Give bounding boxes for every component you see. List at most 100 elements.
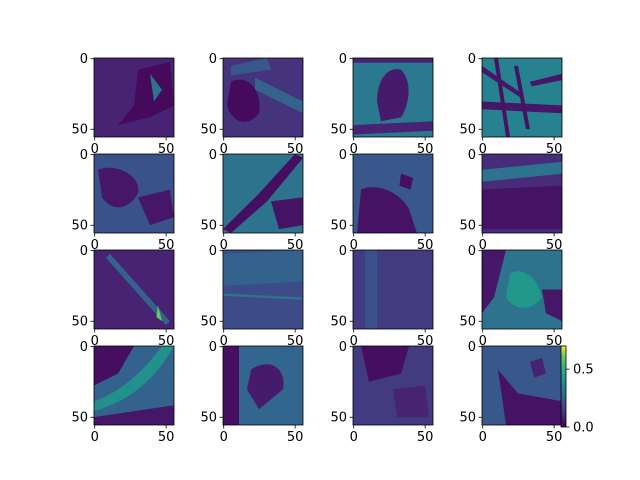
colorbar-tick-label: 0.5 — [573, 363, 594, 378]
panel-feature — [353, 121, 433, 135]
panel-feature — [231, 58, 271, 76]
panel-feature — [357, 187, 417, 233]
panel-frame — [481, 249, 563, 330]
panel-feature — [361, 346, 409, 382]
y-tick-label: 50 — [459, 219, 476, 234]
x-tick-label: 50 — [417, 430, 434, 445]
y-tick-label: 0 — [468, 148, 476, 163]
y-tick-label: 0 — [80, 52, 88, 67]
panel-feature — [94, 346, 174, 411]
x-tick-label: 50 — [546, 238, 563, 253]
y-tick-label: 0 — [468, 244, 476, 259]
panel-frame — [93, 249, 175, 330]
y-tick-label: 0 — [468, 52, 476, 67]
panel-feature — [514, 65, 530, 130]
x-tick-label: 50 — [287, 430, 304, 445]
panel-frame — [352, 153, 434, 234]
x-tick-label: 50 — [287, 238, 304, 253]
y-tick-label: 50 — [330, 123, 347, 138]
panel-feature — [118, 62, 174, 126]
y-tick-label: 0 — [209, 244, 217, 259]
panel-frame — [222, 345, 304, 426]
panel-feature — [393, 385, 429, 418]
x-tick-label: 0 — [91, 334, 99, 349]
y-tick-label: 0 — [339, 340, 347, 355]
panel-feature — [223, 346, 239, 425]
panel-feature — [482, 185, 562, 230]
panel-feature — [399, 173, 413, 190]
panel-feature — [106, 253, 170, 326]
panel-frame — [222, 153, 304, 234]
x-tick-label: 0 — [91, 238, 99, 253]
panel-feature — [94, 346, 134, 386]
y-tick-label: 0 — [80, 340, 88, 355]
panel-frame — [93, 153, 175, 234]
y-tick-label: 50 — [200, 123, 217, 138]
x-tick-label: 50 — [417, 334, 434, 349]
x-tick-label: 0 — [479, 142, 487, 157]
x-tick-label: 0 — [479, 334, 487, 349]
x-tick-label: 0 — [220, 238, 228, 253]
x-tick-label: 50 — [546, 142, 563, 157]
panel-feature — [223, 293, 303, 300]
colorbar-gradient — [561, 346, 566, 427]
colorbar-frame — [560, 345, 567, 428]
x-tick-label: 0 — [91, 142, 99, 157]
x-tick-label: 0 — [350, 142, 358, 157]
panel-feature — [98, 167, 139, 208]
colorbar: 0.0 0.5 — [560, 345, 594, 436]
x-tick-label: 0 — [479, 238, 487, 253]
y-tick-label: 50 — [71, 411, 88, 426]
panel-feature — [247, 364, 284, 410]
y-tick-label: 50 — [330, 411, 347, 426]
panel-feature — [542, 289, 562, 322]
panel-feature — [498, 369, 562, 425]
x-tick-label: 0 — [479, 430, 487, 445]
panel-feature — [94, 405, 174, 425]
panel-feature — [530, 73, 562, 87]
panel-frame — [352, 57, 434, 138]
panel-frame — [352, 345, 434, 426]
panel-feature — [227, 79, 260, 122]
colorbar-tick-label: 0.0 — [573, 421, 594, 436]
panel-feature — [482, 250, 506, 314]
x-tick-label: 50 — [158, 430, 175, 445]
x-tick-label: 0 — [350, 430, 358, 445]
y-tick-label: 0 — [339, 244, 347, 259]
panel-feature — [353, 58, 433, 63]
panel-frame — [481, 153, 563, 234]
y-tick-label: 0 — [339, 52, 347, 67]
panel-frame — [222, 249, 304, 330]
x-tick-label: 0 — [350, 238, 358, 253]
x-tick-label: 0 — [220, 142, 228, 157]
y-tick-label: 50 — [71, 219, 88, 234]
y-tick-label: 0 — [209, 148, 217, 163]
panel-feature — [271, 197, 303, 230]
panel-frame — [352, 249, 434, 330]
panel-feature — [255, 77, 303, 114]
panel-feature — [482, 65, 522, 98]
y-tick-label: 50 — [200, 219, 217, 234]
x-tick-label: 50 — [158, 334, 175, 349]
y-tick-label: 50 — [200, 315, 217, 330]
panel-feature — [223, 154, 303, 233]
y-tick-label: 50 — [71, 123, 88, 138]
x-tick-label: 0 — [220, 430, 228, 445]
y-tick-label: 50 — [459, 411, 476, 426]
y-tick-label: 0 — [80, 244, 88, 259]
